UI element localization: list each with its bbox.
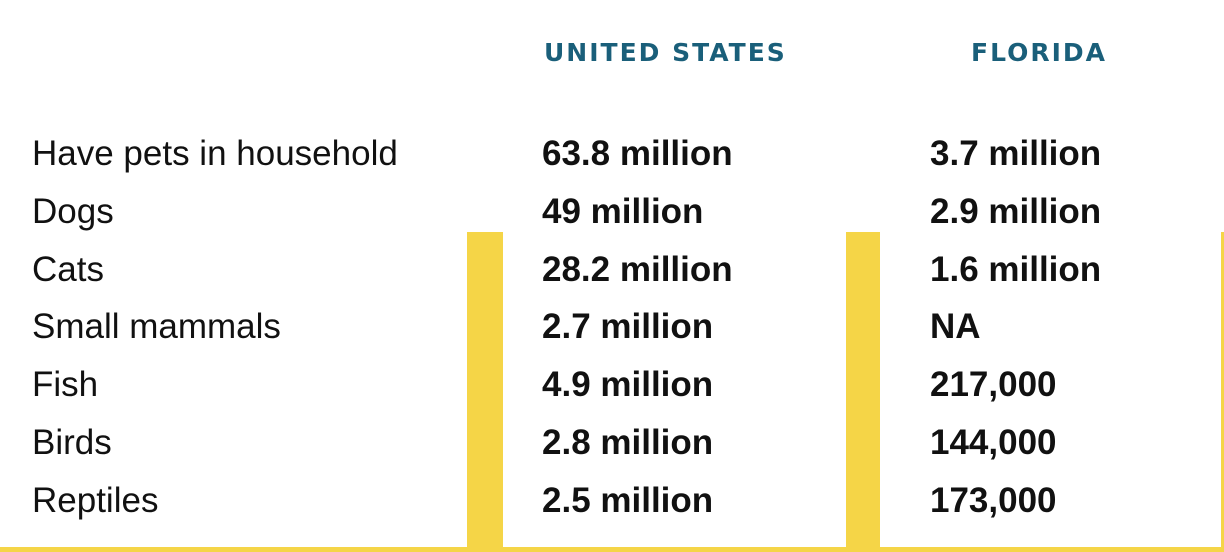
florida-value: 3.7 million bbox=[930, 134, 1102, 173]
column-header-florida: FLORIDA bbox=[971, 38, 1108, 67]
florida-value: 2.9 million bbox=[930, 191, 1102, 231]
florida-value: 217,000 bbox=[930, 365, 1057, 405]
united-states-value: 63.8 million bbox=[542, 134, 733, 173]
yellow-accent-bar bbox=[1221, 232, 1224, 552]
united-states-value: 2.8 million bbox=[542, 422, 714, 462]
table-row: Have pets in household 63.8 million 3.7 … bbox=[0, 125, 1224, 183]
united-states-value: 2.7 million bbox=[542, 307, 714, 347]
table-row: Small mammals 2.7 million NA bbox=[0, 298, 1224, 356]
yellow-accent-bar bbox=[846, 232, 880, 552]
row-label: Small mammals bbox=[32, 307, 281, 347]
yellow-bottom-rule bbox=[0, 547, 1224, 552]
united-states-value: 2.5 million bbox=[542, 480, 714, 520]
table-row: Cats 28.2 million 1.6 million bbox=[0, 241, 1224, 299]
row-label: Reptiles bbox=[32, 480, 159, 520]
row-label: Cats bbox=[32, 249, 104, 289]
row-label: Birds bbox=[32, 422, 112, 462]
florida-value: 144,000 bbox=[930, 422, 1057, 462]
yellow-accent-bar bbox=[467, 232, 503, 552]
united-states-value: 28.2 million bbox=[542, 249, 733, 289]
united-states-value: 4.9 million bbox=[542, 365, 714, 405]
row-label: Dogs bbox=[32, 191, 114, 231]
table-row: Fish 4.9 million 217,000 bbox=[0, 356, 1224, 414]
row-label: Fish bbox=[32, 365, 99, 405]
florida-value: 173,000 bbox=[930, 480, 1057, 520]
row-label: Have pets in household bbox=[32, 134, 398, 173]
florida-value: 1.6 million bbox=[930, 249, 1102, 289]
united-states-value: 49 million bbox=[542, 191, 704, 231]
table-row: Dogs 49 million 2.9 million bbox=[0, 183, 1224, 241]
table-row: Reptiles 2.5 million 173,000 bbox=[0, 472, 1224, 530]
florida-value: NA bbox=[930, 307, 981, 347]
column-header-united-states: UNITED STATES bbox=[544, 38, 787, 67]
table-row: Birds 2.8 million 144,000 bbox=[0, 414, 1224, 472]
pet-ownership-table: Have pets in household 63.8 million 3.7 … bbox=[0, 125, 1224, 530]
